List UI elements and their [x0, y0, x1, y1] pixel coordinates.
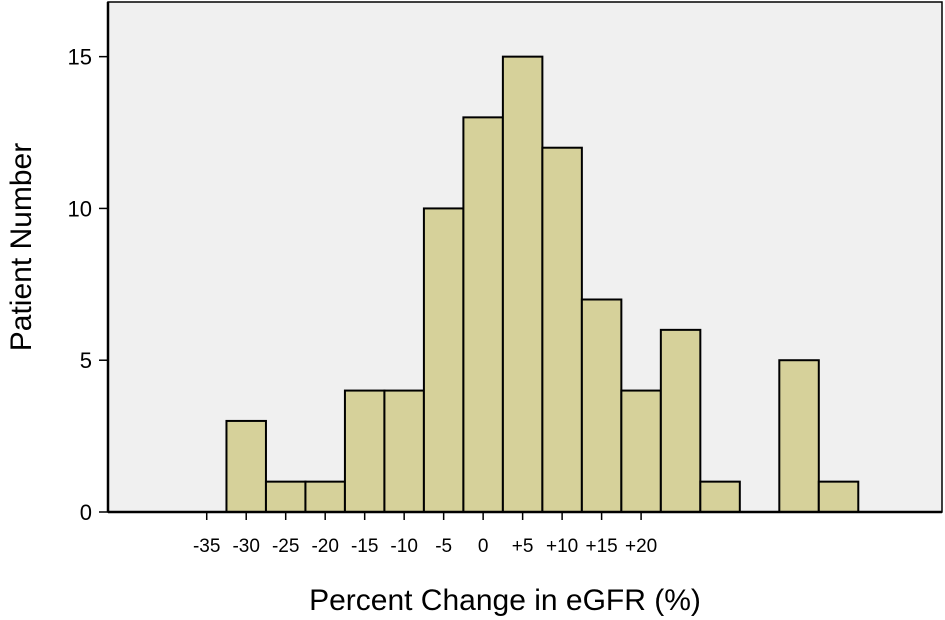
y-tick-label: 10	[68, 196, 92, 221]
x-tick-label: -30	[232, 536, 259, 557]
x-tick-label: +20	[625, 536, 657, 557]
x-tick-label: -15	[351, 536, 378, 557]
x-tick-label: -10	[390, 536, 417, 557]
histogram-bar	[343, 389, 386, 514]
y-tick-label: 0	[80, 500, 92, 525]
x-axis-title: Percent Change in eGFR (%)	[309, 584, 701, 617]
x-axis: -35 -30 -25 -20 -15 -10 -5 0 +5 +10 +15 +20	[193, 512, 657, 557]
histogram-bar	[462, 116, 504, 513]
y-tick-label: 5	[80, 348, 92, 373]
x-tick-label: +15	[585, 536, 617, 557]
x-tick-label: -35	[193, 536, 220, 557]
plot-frame	[106, 1, 943, 514]
histogram-bar	[580, 298, 623, 513]
y-axis-title: Patient Number	[5, 143, 38, 351]
histogram-bar	[501, 55, 544, 514]
histogram-bar	[383, 389, 425, 514]
histogram-bar	[659, 328, 702, 513]
histogram-bar	[422, 207, 465, 514]
x-tick-label: +5	[512, 536, 534, 557]
histogram-bar	[620, 389, 662, 514]
histogram-bar	[225, 419, 267, 513]
x-tick-label: -25	[272, 536, 299, 557]
histogram-bar	[699, 480, 741, 513]
bars-group	[225, 55, 860, 514]
x-tick-label: 0	[478, 536, 489, 557]
histogram-bar	[304, 480, 346, 513]
histogram-bar	[817, 480, 860, 513]
x-tick-label: -5	[435, 536, 452, 557]
y-tick-label: 15	[68, 45, 92, 70]
x-tick-label: -20	[311, 536, 338, 557]
x-tick-label: +10	[546, 536, 578, 557]
histogram-bar	[778, 359, 820, 514]
histogram-bar	[541, 146, 583, 513]
y-axis: 0 5 10 15	[68, 45, 108, 525]
histogram-bar	[264, 480, 307, 513]
